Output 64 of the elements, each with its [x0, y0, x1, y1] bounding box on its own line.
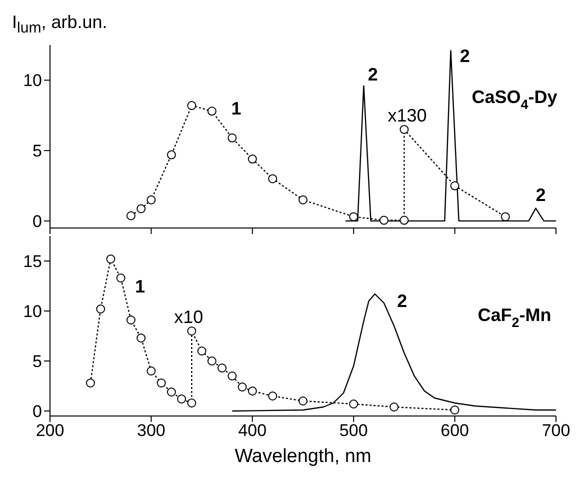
point: [96, 304, 106, 314]
point: [187, 326, 196, 336]
point: [126, 211, 136, 220]
point: [166, 150, 176, 160]
point: [187, 101, 196, 110]
point: [177, 394, 186, 404]
point: [298, 195, 308, 204]
point: [450, 181, 460, 190]
y-tick-label: 5: [32, 352, 42, 372]
annotation: 1: [135, 276, 146, 296]
x-tick-label: 300: [137, 421, 166, 440]
x-tick-label: 200: [36, 421, 64, 440]
y-tick-label: 0: [32, 402, 42, 422]
x-tick-label: 500: [339, 421, 368, 440]
annotation: 1: [231, 98, 242, 118]
annotation: 2: [397, 290, 408, 311]
x-tick-label: 700: [542, 421, 570, 440]
point: [400, 216, 409, 225]
annotation: 2: [368, 64, 378, 85]
point: [218, 364, 227, 372]
point: [400, 124, 409, 134]
point: [390, 402, 399, 412]
point: [207, 356, 216, 366]
y-tick-label: 5: [32, 142, 42, 161]
annotation: 2: [460, 46, 470, 66]
point: [207, 106, 216, 116]
y-tick-label: 10: [23, 71, 42, 90]
annotation: 2: [536, 185, 546, 206]
point: [248, 386, 257, 396]
point: [268, 174, 278, 184]
point: [298, 396, 308, 406]
x-tick-label: 600: [440, 421, 469, 440]
point: [228, 372, 237, 380]
y-tick-label: 15: [23, 252, 42, 272]
point: [106, 254, 116, 264]
point: [349, 212, 358, 222]
point: [228, 133, 237, 142]
point: [248, 154, 257, 164]
point: [116, 274, 126, 282]
point: [187, 398, 196, 408]
point: [146, 195, 156, 204]
point: [268, 392, 278, 400]
point: [156, 378, 166, 388]
y-tick-label: 10: [23, 302, 42, 322]
point: [136, 204, 146, 214]
annotation: CaSO$_{4}$-Dy: [472, 87, 558, 112]
y-axis-title: I$_{lum}$, arb.un.: [12, 12, 108, 37]
point: [166, 388, 176, 396]
point: [349, 400, 358, 408]
point: [450, 406, 460, 414]
annotation: x130: [388, 105, 427, 126]
point: [238, 382, 247, 392]
x-axis-title: Wavelength, nm: [234, 446, 372, 467]
annotation: x10: [174, 307, 204, 327]
point: [197, 346, 206, 356]
annotation: CaF$_{2}$-Mn: [478, 305, 552, 330]
point: [136, 334, 146, 342]
point: [86, 378, 95, 388]
point: [146, 366, 156, 376]
x-tick-label: 400: [238, 421, 267, 440]
y-tick-label: 0: [32, 212, 42, 231]
point: [500, 212, 510, 222]
point: [126, 316, 136, 324]
point: [379, 216, 388, 225]
